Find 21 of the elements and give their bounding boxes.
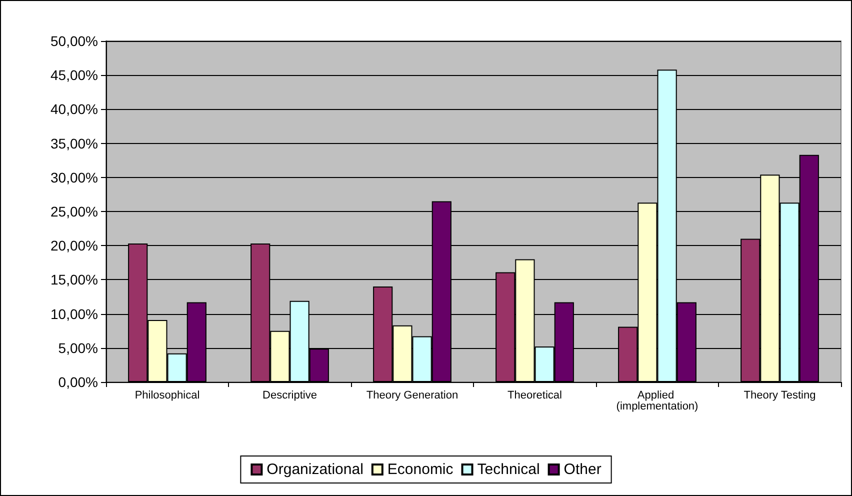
legend-label: Other bbox=[564, 461, 602, 478]
x-tick-label: Descriptive bbox=[262, 390, 317, 402]
y-tick-label: 45,00% bbox=[50, 67, 98, 84]
y-tick-label: 0,00% bbox=[58, 374, 98, 390]
y-tick-label: 20,00% bbox=[50, 238, 98, 254]
legend-label: Organizational bbox=[266, 461, 364, 478]
y-tick-label: 30,00% bbox=[50, 169, 98, 186]
x-tick-label: Theoretical bbox=[508, 390, 562, 402]
y-tick-label: 35,00% bbox=[50, 135, 98, 152]
x-tick-label: Philosophical bbox=[134, 390, 200, 402]
x-tick-label: Theory Testing bbox=[744, 390, 816, 402]
y-tick-label: 50,00% bbox=[50, 33, 98, 49]
x-tick-label: Applied (implementation) bbox=[616, 390, 698, 412]
x-tick-label: Theory Generation bbox=[366, 390, 458, 402]
legend-label: Technical bbox=[477, 461, 540, 478]
y-tick-label: 40,00% bbox=[50, 101, 98, 118]
y-tick-label: 25,00% bbox=[50, 204, 98, 220]
y-tick-label: 10,00% bbox=[50, 306, 98, 322]
y-tick-label: 5,00% bbox=[58, 340, 98, 356]
y-tick-label: 15,00% bbox=[50, 272, 98, 288]
legend-label: Economic bbox=[387, 461, 454, 478]
